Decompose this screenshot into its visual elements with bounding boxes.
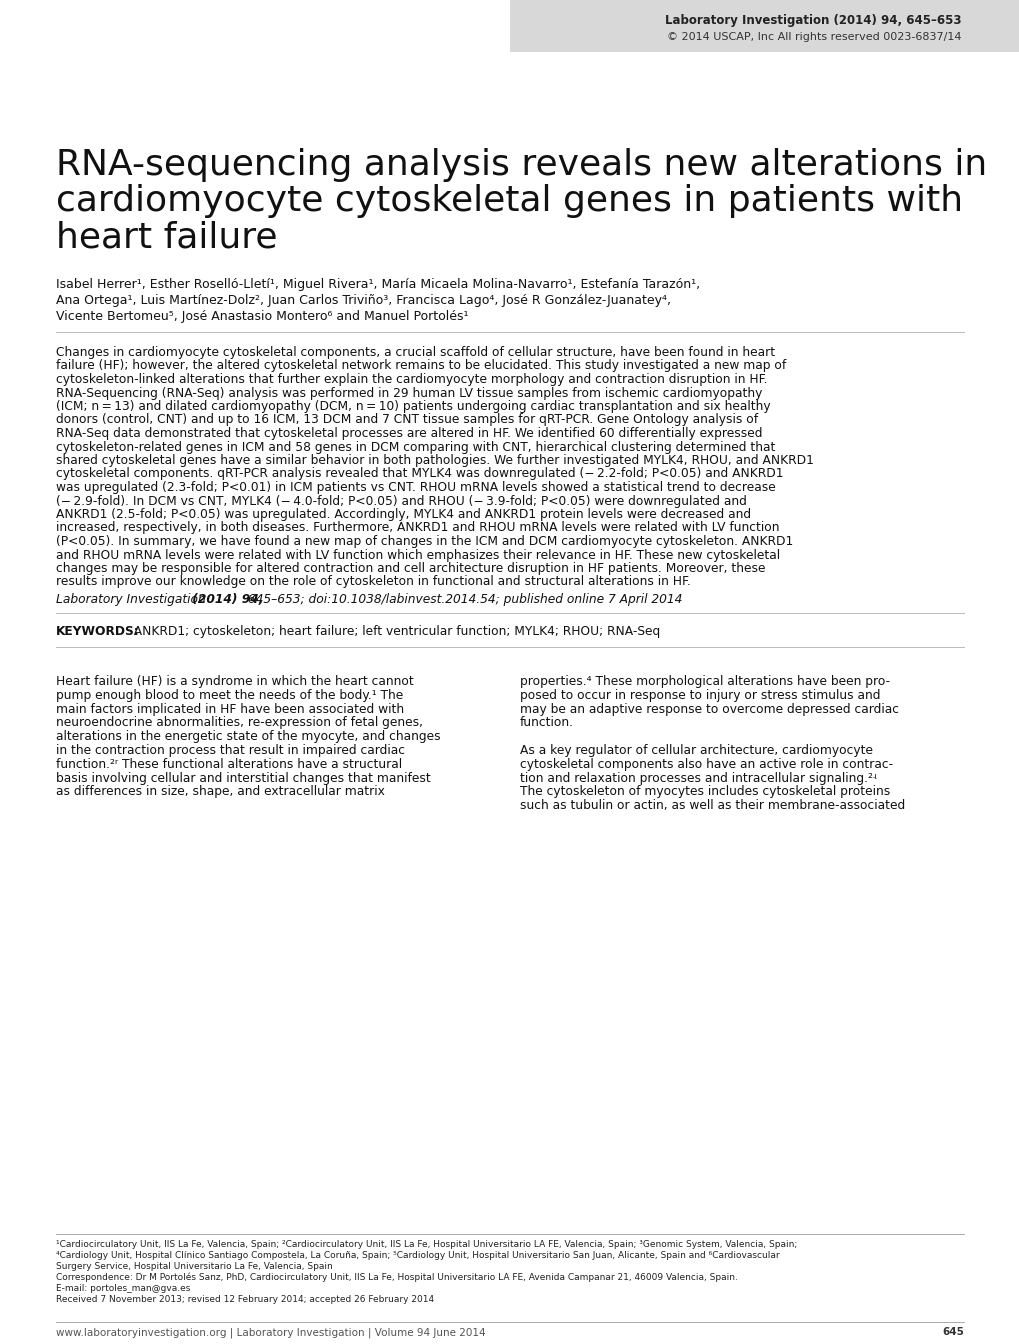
- Text: 645–653; doi:10.1038/labinvest.2014.54; published online 7 April 2014: 645–653; doi:10.1038/labinvest.2014.54; …: [244, 593, 682, 606]
- Text: RNA-sequencing analysis reveals new alterations in: RNA-sequencing analysis reveals new alte…: [56, 148, 986, 181]
- Text: neuroendocrine abnormalities, re-expression of fetal genes,: neuroendocrine abnormalities, re-express…: [56, 716, 423, 730]
- Text: properties.⁴ These morphological alterations have been pro-: properties.⁴ These morphological alterat…: [520, 675, 890, 688]
- Text: function.: function.: [520, 716, 574, 730]
- Text: Isabel Herrer¹, Esther Roselló-Lletí¹, Miguel Rivera¹, María Micaela Molina-Nava: Isabel Herrer¹, Esther Roselló-Lletí¹, M…: [56, 278, 699, 292]
- Text: function.²ʳ These functional alterations have a structural: function.²ʳ These functional alterations…: [56, 758, 401, 771]
- Text: donors (control, CNT) and up to 16 ICM, 13 DCM and 7 CNT tissue samples for qRT-: donors (control, CNT) and up to 16 ICM, …: [56, 414, 757, 426]
- Text: (ICM; n = 13) and dilated cardiomyopathy (DCM, n = 10) patients undergoing cardi: (ICM; n = 13) and dilated cardiomyopathy…: [56, 401, 770, 413]
- Text: results improve our knowledge on the role of cytoskeleton in functional and stru: results improve our knowledge on the rol…: [56, 575, 690, 589]
- Text: Surgery Service, Hospital Universitario La Fe, Valencia, Spain: Surgery Service, Hospital Universitario …: [56, 1262, 332, 1271]
- Text: © 2014 USCAP, Inc All rights reserved 0023-6837/14: © 2014 USCAP, Inc All rights reserved 00…: [666, 32, 961, 42]
- Text: increased, respectively, in both diseases. Furthermore, ANKRD1 and RHOU mRNA lev: increased, respectively, in both disease…: [56, 521, 779, 535]
- Text: Changes in cardiomyocyte cytoskeletal components, a crucial scaffold of cellular: Changes in cardiomyocyte cytoskeletal co…: [56, 345, 774, 359]
- Text: RNA-Seq data demonstrated that cytoskeletal processes are altered in HF. We iden: RNA-Seq data demonstrated that cytoskele…: [56, 427, 762, 439]
- Text: and RHOU mRNA levels were related with LV function which emphasizes their releva: and RHOU mRNA levels were related with L…: [56, 548, 780, 562]
- Text: cytoskeleton-related genes in ICM and 58 genes in DCM comparing with CNT, hierar: cytoskeleton-related genes in ICM and 58…: [56, 441, 774, 453]
- Text: Ana Ortega¹, Luis Martínez-Dolz², Juan Carlos Triviño³, Francisca Lago⁴, José R : Ana Ortega¹, Luis Martínez-Dolz², Juan C…: [56, 294, 671, 306]
- Text: As a key regulator of cellular architecture, cardiomyocyte: As a key regulator of cellular architect…: [520, 745, 872, 757]
- Text: basis involving cellular and interstitial changes that manifest: basis involving cellular and interstitia…: [56, 771, 430, 785]
- Text: was upregulated (2.3-fold; P<0.01) in ICM patients vs CNT. RHOU mRNA levels show: was upregulated (2.3-fold; P<0.01) in IC…: [56, 481, 775, 495]
- Text: in the contraction process that result in impaired cardiac: in the contraction process that result i…: [56, 745, 405, 757]
- Text: Received 7 November 2013; revised 12 February 2014; accepted 26 February 2014: Received 7 November 2013; revised 12 Feb…: [56, 1296, 434, 1304]
- Bar: [510, 0, 1019, 52]
- Text: alterations in the energetic state of the myocyte, and changes: alterations in the energetic state of th…: [56, 730, 440, 743]
- Text: Laboratory Investigation: Laboratory Investigation: [56, 593, 206, 606]
- Text: pump enough blood to meet the needs of the body.¹ The: pump enough blood to meet the needs of t…: [56, 688, 403, 702]
- Text: The cytoskeleton of myocytes includes cytoskeletal proteins: The cytoskeleton of myocytes includes cy…: [520, 785, 890, 798]
- Text: failure (HF); however, the altered cytoskeletal network remains to be elucidated: failure (HF); however, the altered cytos…: [56, 359, 786, 372]
- Text: Correspondence: Dr M Portolés Sanz, PhD, Cardiocirculatory Unit, IIS La Fe, Hosp: Correspondence: Dr M Portolés Sanz, PhD,…: [56, 1273, 737, 1282]
- Text: www.laboratoryinvestigation.org | Laboratory Investigation | Volume 94 June 2014: www.laboratoryinvestigation.org | Labora…: [56, 1327, 485, 1337]
- Text: ANKRD1 (2.5-fold; P<0.05) was upregulated. Accordingly, MYLK4 and ANKRD1 protein: ANKRD1 (2.5-fold; P<0.05) was upregulate…: [56, 508, 750, 521]
- Text: E-mail: portoles_man@gva.es: E-mail: portoles_man@gva.es: [56, 1284, 191, 1293]
- Text: 645: 645: [942, 1327, 963, 1337]
- Text: ANKRD1; cytoskeleton; heart failure; left ventricular function; MYLK4; RHOU; RNA: ANKRD1; cytoskeleton; heart failure; lef…: [126, 625, 659, 638]
- Text: cytoskeletal components. qRT-PCR analysis revealed that MYLK4 was downregulated : cytoskeletal components. qRT-PCR analysi…: [56, 468, 783, 481]
- Text: Vicente Bertomeu⁵, José Anastasio Montero⁶ and Manuel Portolés¹: Vicente Bertomeu⁵, José Anastasio Monter…: [56, 310, 468, 323]
- Text: such as tubulin or actin, as well as their membrane-associated: such as tubulin or actin, as well as the…: [520, 800, 905, 812]
- Text: cytoskeleton-linked alterations that further explain the cardiomyocyte morpholog: cytoskeleton-linked alterations that fur…: [56, 374, 766, 386]
- Text: (P<0.05). In summary, we have found a new map of changes in the ICM and DCM card: (P<0.05). In summary, we have found a ne…: [56, 535, 793, 548]
- Text: Heart failure (HF) is a syndrome in which the heart cannot: Heart failure (HF) is a syndrome in whic…: [56, 675, 414, 688]
- Text: main factors implicated in HF have been associated with: main factors implicated in HF have been …: [56, 703, 404, 715]
- Text: may be an adaptive response to overcome depressed cardiac: may be an adaptive response to overcome …: [520, 703, 898, 715]
- Text: changes may be responsible for altered contraction and cell architecture disrupt: changes may be responsible for altered c…: [56, 562, 764, 575]
- Text: (− 2.9-fold). In DCM vs CNT, MYLK4 (− 4.0-fold; P<0.05) and RHOU (− 3.9-fold; P<: (− 2.9-fold). In DCM vs CNT, MYLK4 (− 4.…: [56, 495, 746, 508]
- Text: (2014) 94,: (2014) 94,: [187, 593, 263, 606]
- Text: shared cytoskeletal genes have a similar behavior in both pathologies. We furthe: shared cytoskeletal genes have a similar…: [56, 454, 813, 466]
- Text: heart failure: heart failure: [56, 220, 277, 254]
- Text: ⁴Cardiology Unit, Hospital Clínico Santiago Compostela, La Coruña, Spain; ⁵Cardi: ⁴Cardiology Unit, Hospital Clínico Santi…: [56, 1251, 779, 1261]
- Text: KEYWORDS:: KEYWORDS:: [56, 625, 140, 638]
- Text: RNA-Sequencing (RNA-Seq) analysis was performed in 29 human LV tissue samples fr: RNA-Sequencing (RNA-Seq) analysis was pe…: [56, 387, 761, 399]
- Text: as differences in size, shape, and extracellular matrix: as differences in size, shape, and extra…: [56, 785, 384, 798]
- Text: posed to occur in response to injury or stress stimulus and: posed to occur in response to injury or …: [520, 688, 879, 702]
- Text: tion and relaxation processes and intracellular signaling.²ʵ: tion and relaxation processes and intrac…: [520, 771, 875, 785]
- Text: ¹Cardiocirculatory Unit, IIS La Fe, Valencia, Spain; ²Cardiocirculatory Unit, II: ¹Cardiocirculatory Unit, IIS La Fe, Vale…: [56, 1241, 797, 1249]
- Text: cytoskeletal components also have an active role in contrac-: cytoskeletal components also have an act…: [520, 758, 893, 771]
- Text: cardiomyocyte cytoskeletal genes in patients with: cardiomyocyte cytoskeletal genes in pati…: [56, 184, 962, 218]
- Text: Laboratory Investigation (2014) 94, 645–653: Laboratory Investigation (2014) 94, 645–…: [664, 13, 961, 27]
